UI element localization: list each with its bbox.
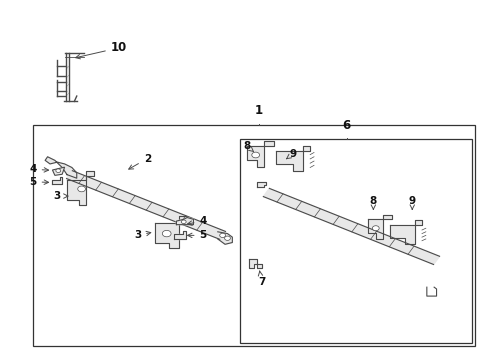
- Bar: [239, 139, 471, 342]
- Polygon shape: [52, 167, 64, 175]
- Text: 9: 9: [286, 149, 296, 159]
- Text: 3: 3: [54, 191, 68, 201]
- Circle shape: [181, 220, 186, 224]
- Polygon shape: [66, 171, 225, 239]
- Polygon shape: [67, 171, 94, 205]
- Polygon shape: [154, 216, 186, 248]
- Text: 3: 3: [134, 230, 150, 240]
- Polygon shape: [368, 215, 391, 239]
- Polygon shape: [217, 232, 232, 244]
- Polygon shape: [249, 258, 261, 267]
- Text: 4: 4: [187, 216, 206, 226]
- Circle shape: [219, 233, 225, 238]
- Circle shape: [162, 230, 171, 237]
- Text: 8: 8: [243, 141, 253, 152]
- Polygon shape: [52, 177, 62, 184]
- Text: 5: 5: [29, 177, 48, 187]
- Polygon shape: [45, 157, 77, 178]
- Text: 7: 7: [257, 271, 264, 287]
- Text: 9: 9: [408, 197, 415, 210]
- Circle shape: [78, 186, 85, 192]
- Text: 5: 5: [187, 230, 206, 240]
- Circle shape: [372, 226, 378, 231]
- Text: 2: 2: [128, 154, 151, 169]
- Circle shape: [224, 236, 230, 240]
- Polygon shape: [389, 220, 421, 244]
- Polygon shape: [276, 146, 309, 171]
- Bar: [33, 125, 474, 346]
- Polygon shape: [246, 141, 273, 167]
- Polygon shape: [174, 231, 186, 239]
- Polygon shape: [176, 217, 193, 225]
- Text: 4: 4: [29, 164, 48, 174]
- Polygon shape: [256, 182, 266, 187]
- Circle shape: [251, 152, 259, 158]
- Text: 8: 8: [369, 197, 376, 210]
- Circle shape: [56, 169, 61, 172]
- Text: 1: 1: [255, 104, 263, 117]
- Polygon shape: [263, 188, 439, 265]
- Text: 6: 6: [342, 119, 350, 132]
- Text: 10: 10: [76, 41, 127, 59]
